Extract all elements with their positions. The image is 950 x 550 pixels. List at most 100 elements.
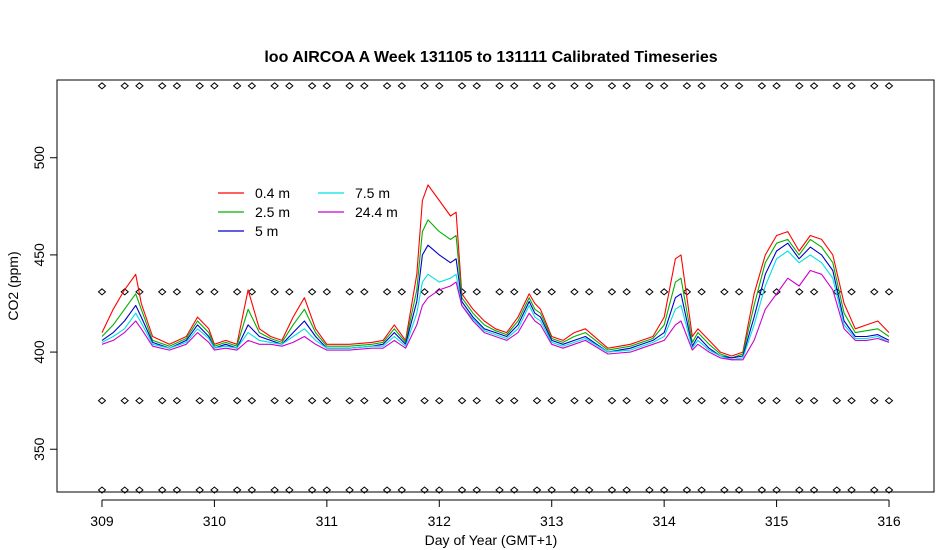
y-axis-label: CO2 (ppm) <box>5 251 21 320</box>
marker-point <box>584 288 594 296</box>
marker-point <box>795 397 804 405</box>
marker-point <box>210 397 219 405</box>
marker-point <box>772 486 781 494</box>
marker-point <box>285 397 294 405</box>
x-tick-label: 314 <box>652 513 676 529</box>
marker-point <box>495 288 504 296</box>
y-tick-label: 350 <box>31 437 47 461</box>
marker-point <box>285 486 294 494</box>
marker-point <box>157 82 167 90</box>
marker-point <box>172 397 182 405</box>
marker-point <box>884 288 894 296</box>
marker-point <box>435 486 444 494</box>
marker-point <box>622 397 631 405</box>
marker-point <box>645 486 654 494</box>
legend-label: 7.5 m <box>355 185 390 201</box>
marker-point <box>809 82 819 90</box>
marker-point <box>772 288 781 296</box>
marker-point <box>322 486 332 494</box>
series-line <box>101 184 890 357</box>
marker-point <box>532 288 542 296</box>
x-tick-label: 312 <box>428 513 452 529</box>
marker-point <box>509 397 519 405</box>
marker-point <box>120 397 129 405</box>
marker-point <box>360 397 369 405</box>
marker-point <box>247 397 257 405</box>
marker-point <box>247 288 257 296</box>
x-tick-label: 310 <box>203 513 227 529</box>
marker-point <box>570 82 579 90</box>
marker-point <box>622 288 631 296</box>
marker-point <box>884 397 894 405</box>
y-tick-label: 450 <box>31 243 47 267</box>
marker-point <box>97 486 107 494</box>
marker-point <box>345 288 354 296</box>
marker-point <box>870 397 879 405</box>
marker-point <box>757 397 767 405</box>
marker-point <box>809 288 819 296</box>
marker-point <box>645 82 654 90</box>
marker-point <box>120 82 129 90</box>
marker-point <box>397 288 407 296</box>
marker-point <box>720 288 729 296</box>
marker-point <box>457 82 467 90</box>
y-tick-label: 400 <box>31 340 47 364</box>
marker-point <box>195 288 204 296</box>
marker-point <box>435 82 444 90</box>
marker-point <box>547 397 556 405</box>
marker-point <box>645 288 654 296</box>
legend-label: 5 m <box>255 223 278 239</box>
marker-point <box>884 82 894 90</box>
marker-point <box>682 397 692 405</box>
x-tick-label: 311 <box>316 513 339 529</box>
marker-point <box>584 82 594 90</box>
marker-point <box>457 397 467 405</box>
marker-point <box>659 486 669 494</box>
marker-point <box>570 397 579 405</box>
marker-point <box>795 288 804 296</box>
marker-point <box>270 288 279 296</box>
marker-point <box>157 288 167 296</box>
marker-point <box>307 82 317 90</box>
marker-point <box>659 288 669 296</box>
marker-point <box>884 486 894 494</box>
marker-point <box>135 397 144 405</box>
marker-point <box>210 486 219 494</box>
marker-point <box>847 82 856 90</box>
marker-point <box>847 486 856 494</box>
marker-point <box>472 397 482 405</box>
series-line <box>101 250 890 361</box>
marker-point <box>720 82 729 90</box>
marker-point <box>547 486 556 494</box>
marker-point <box>772 397 781 405</box>
marker-point <box>195 397 204 405</box>
marker-point <box>532 397 542 405</box>
marker-point <box>247 486 257 494</box>
marker-point <box>795 82 804 90</box>
marker-point <box>697 486 706 494</box>
marker-point <box>382 82 392 90</box>
marker-point <box>757 82 767 90</box>
marker-point <box>509 288 519 296</box>
marker-point <box>322 82 332 90</box>
series-lines <box>101 184 890 361</box>
marker-point <box>172 486 182 494</box>
marker-point <box>495 397 504 405</box>
marker-point <box>607 486 617 494</box>
marker-point <box>382 288 392 296</box>
x-tick-label: 313 <box>540 513 564 529</box>
legend-label: 24.4 m <box>355 204 398 220</box>
marker-point <box>382 397 392 405</box>
marker-point <box>397 82 407 90</box>
legend-label: 0.4 m <box>255 185 290 201</box>
marker-point <box>645 397 654 405</box>
marker-point <box>435 397 444 405</box>
marker-point <box>397 486 407 494</box>
marker-point <box>307 486 317 494</box>
marker-point <box>809 397 819 405</box>
marker-point <box>157 397 167 405</box>
marker-point <box>682 486 692 494</box>
marker-point <box>135 82 144 90</box>
marker-point <box>285 82 294 90</box>
